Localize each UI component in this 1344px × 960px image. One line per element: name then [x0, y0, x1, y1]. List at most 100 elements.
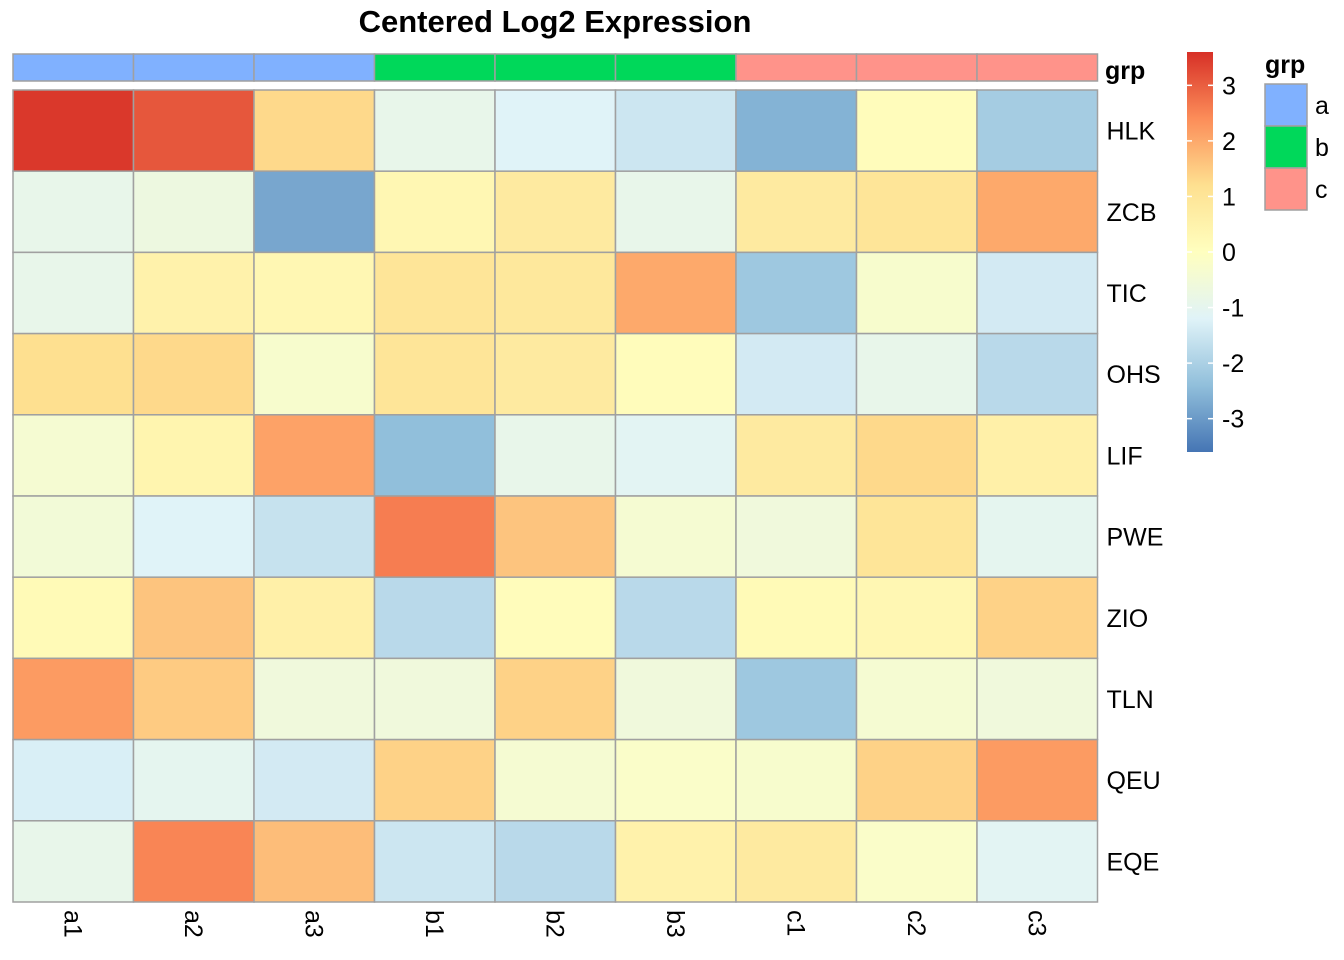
- cell-PWE-b1: [373, 495, 496, 578]
- cell-HLK-b3: [614, 89, 737, 172]
- cell-ZCB-b3: [614, 170, 737, 254]
- color-scale-tick-label: -1: [1222, 295, 1244, 323]
- cell-QEU-a3: [253, 738, 376, 822]
- row-label-QEU: QEU: [1107, 767, 1161, 795]
- group-legend-label-a: a: [1315, 92, 1329, 120]
- row-label-ZCB: ZCB: [1107, 199, 1157, 227]
- cell-PWE-c1: [735, 495, 858, 578]
- cell-TIC-c1: [735, 251, 858, 335]
- cell-ZCB-c1: [735, 170, 858, 254]
- cell-TIC-a1: [12, 251, 135, 335]
- group-legend-swatch-c: [1264, 167, 1308, 211]
- cell-PWE-a1: [12, 495, 135, 578]
- cell-TLN-b2: [494, 657, 617, 741]
- cell-PWE-c2: [855, 495, 978, 578]
- cell-TLN-c1: [735, 657, 858, 741]
- row-label-HLK: HLK: [1107, 118, 1156, 146]
- cell-OHS-a2: [132, 332, 255, 416]
- row-label-TLN: TLN: [1107, 686, 1154, 714]
- column-label-a3: a3: [299, 910, 327, 938]
- cell-TIC-c2: [855, 251, 978, 335]
- cell-OHS-b3: [614, 332, 737, 416]
- row-labels: HLK ZCB TIC OHS LIF PWE ZIO TLN QEU EQE: [1107, 118, 1164, 877]
- cell-TIC-a2: [132, 251, 255, 335]
- cell-ZCB-c3: [976, 170, 1099, 254]
- cell-HLK-a1: [12, 89, 135, 172]
- annotation-cell-b2: [494, 53, 617, 82]
- cell-TIC-b3: [614, 251, 737, 335]
- chart-title: Centered Log2 Expression: [359, 4, 752, 39]
- cell-PWE-a3: [253, 495, 376, 578]
- color-scale-tick-label: -2: [1222, 350, 1244, 378]
- cell-OHS-a1: [12, 332, 135, 416]
- color-scale-tick-label: 0: [1222, 239, 1236, 267]
- annotation-cell-a3: [253, 53, 376, 82]
- cell-OHS-b2: [494, 332, 617, 416]
- annotation-cell-c3: [976, 53, 1099, 82]
- row-label-OHS: OHS: [1107, 361, 1161, 389]
- cell-TLN-a2: [132, 657, 255, 741]
- row-label-EQE: EQE: [1107, 848, 1160, 876]
- cell-QEU-a1: [12, 738, 135, 822]
- annotation-cell-b1: [373, 53, 496, 82]
- annotation-cell-a2: [132, 53, 255, 82]
- cell-LIF-b1: [373, 414, 496, 497]
- column-labels: a1 a2 a3 b1 b2 b3 c1 c2 c3: [58, 910, 1050, 938]
- cell-ZIO-a1: [12, 576, 135, 660]
- cell-HLK-c2: [855, 89, 978, 172]
- cell-ZCB-b1: [373, 170, 496, 254]
- column-label-b2: b2: [540, 910, 568, 938]
- cell-LIF-c3: [976, 414, 1099, 497]
- column-label-a1: a1: [58, 910, 86, 938]
- group-legend-swatch-b: [1264, 125, 1308, 169]
- cell-TLN-b3: [614, 657, 737, 741]
- cell-QEU-b3: [614, 738, 737, 822]
- cell-TIC-a3: [253, 251, 376, 335]
- cell-PWE-a2: [132, 495, 255, 578]
- cell-LIF-b3: [614, 414, 737, 497]
- annotation-cell-c2: [855, 53, 978, 82]
- annotation-bar: [12, 53, 1099, 82]
- cell-ZCB-a3: [253, 170, 376, 254]
- annotation-cell-a1: [12, 53, 135, 82]
- cell-ZIO-a3: [253, 576, 376, 660]
- column-label-a2: a2: [179, 910, 207, 938]
- cell-OHS-c3: [976, 332, 1099, 416]
- cell-ZIO-c3: [976, 576, 1099, 660]
- row-label-TIC: TIC: [1107, 280, 1147, 308]
- cell-PWE-b2: [494, 495, 617, 578]
- cell-TLN-b1: [373, 657, 496, 741]
- heatmap-cells: [12, 89, 1099, 903]
- annotation-cell-c1: [735, 53, 858, 82]
- cell-QEU-c2: [855, 738, 978, 822]
- cell-QEU-c3: [976, 738, 1099, 822]
- color-scale-legend: -3 -2 -1 0 1 2 3: [1187, 52, 1244, 452]
- cell-HLK-a3: [253, 89, 376, 172]
- cell-LIF-b2: [494, 414, 617, 497]
- cell-HLK-a2: [132, 89, 255, 172]
- cell-LIF-a3: [253, 414, 376, 497]
- cell-HLK-b2: [494, 89, 617, 172]
- color-scale-tick-label: -3: [1222, 406, 1244, 434]
- group-legend-label-b: b: [1315, 134, 1329, 162]
- cell-ZIO-c1: [735, 576, 858, 660]
- column-label-c3: c3: [1022, 910, 1050, 936]
- group-legend-label-c: c: [1315, 176, 1328, 204]
- cell-EQE-a2: [132, 820, 255, 903]
- cell-EQE-b2: [494, 820, 617, 903]
- cell-TIC-c3: [976, 251, 1099, 335]
- cell-PWE-c3: [976, 495, 1099, 578]
- cell-EQE-a1: [12, 820, 135, 903]
- cell-HLK-c3: [976, 89, 1099, 172]
- row-label-ZIO: ZIO: [1107, 605, 1149, 633]
- cell-ZIO-b1: [373, 576, 496, 660]
- column-label-c2: c2: [902, 910, 930, 936]
- cell-LIF-c1: [735, 414, 858, 497]
- cell-QEU-a2: [132, 738, 255, 822]
- cell-TLN-a1: [12, 657, 135, 741]
- color-scale-tick-label: 2: [1222, 128, 1236, 156]
- cell-OHS-c2: [855, 332, 978, 416]
- cell-TIC-b2: [494, 251, 617, 335]
- cell-ZIO-b2: [494, 576, 617, 660]
- cell-ZIO-b3: [614, 576, 737, 660]
